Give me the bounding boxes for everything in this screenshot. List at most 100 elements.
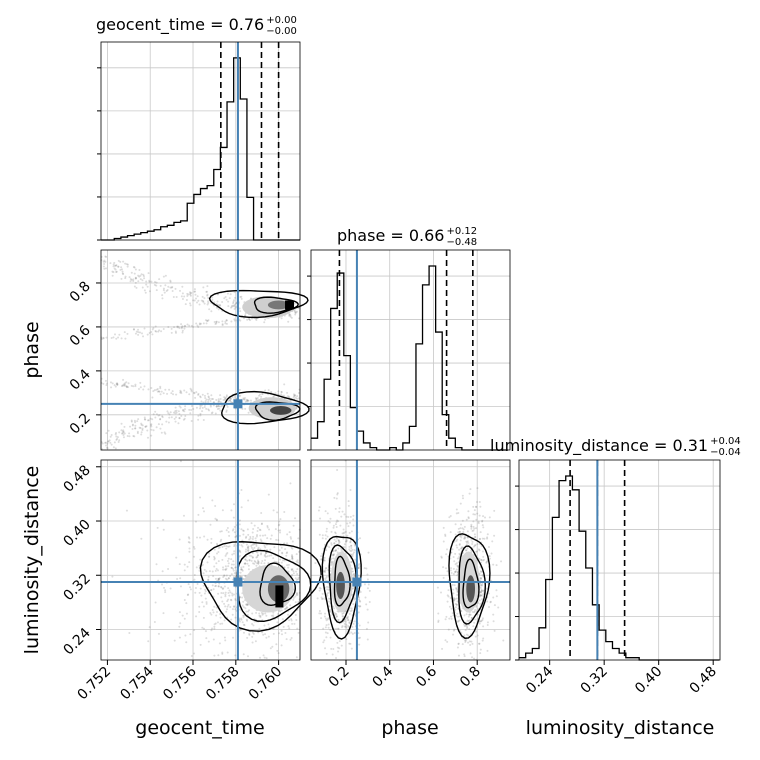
sample-point <box>140 423 143 426</box>
sample-point <box>189 294 192 297</box>
sample-point <box>242 600 245 603</box>
sample-point <box>332 550 335 553</box>
sample-point <box>221 320 224 323</box>
sample-point <box>456 600 459 603</box>
sample-point <box>204 319 207 322</box>
sample-point <box>295 656 298 659</box>
sample-point <box>460 523 463 526</box>
sample-point <box>334 549 337 552</box>
sample-point <box>225 319 228 322</box>
sample-point <box>294 396 297 399</box>
sample-point <box>281 559 284 562</box>
sample-point <box>225 409 228 412</box>
sample-point <box>467 619 470 622</box>
sample-point <box>480 584 483 587</box>
sample-point <box>227 565 230 568</box>
sample-point <box>178 636 181 639</box>
sample-point <box>187 293 190 296</box>
sample-point <box>330 647 333 650</box>
sample-point <box>337 542 340 545</box>
sample-point <box>353 544 356 547</box>
sample-point <box>455 512 458 515</box>
sample-point <box>296 627 299 630</box>
sample-point <box>260 540 263 543</box>
sample-point <box>211 398 214 401</box>
sample-point <box>238 519 241 522</box>
sample-point <box>251 556 254 559</box>
sample-point <box>324 534 327 537</box>
sample-point <box>117 265 120 268</box>
sample-point <box>463 537 466 540</box>
sample-point <box>265 657 268 660</box>
sample-point <box>229 399 232 402</box>
sample-point <box>286 395 289 398</box>
sample-point <box>272 616 275 619</box>
sample-point <box>121 430 124 433</box>
sample-point <box>116 384 119 387</box>
sample-point <box>153 389 156 392</box>
sample-point <box>227 598 230 601</box>
sample-point <box>159 418 162 421</box>
sample-point <box>216 407 219 410</box>
sample-point <box>440 555 443 558</box>
sample-point <box>155 284 158 287</box>
sample-point <box>195 297 198 300</box>
sample-point <box>233 318 236 321</box>
sample-point <box>157 423 160 426</box>
sample-point <box>231 529 234 532</box>
sample-point <box>283 542 286 545</box>
sample-point <box>214 323 217 326</box>
sample-point <box>139 278 142 281</box>
sample-point <box>254 397 257 400</box>
sample-point <box>345 623 348 626</box>
sample-point <box>461 519 464 522</box>
sample-point <box>471 611 474 614</box>
sample-point <box>206 285 209 288</box>
sample-point <box>178 538 181 541</box>
sample-point <box>450 615 453 618</box>
sample-point <box>259 538 262 541</box>
sample-point <box>202 322 205 325</box>
sample-point <box>493 509 496 512</box>
sample-point <box>326 594 329 597</box>
sample-point <box>194 396 197 399</box>
sample-point <box>208 552 211 555</box>
sample-point <box>169 286 172 289</box>
sample-point <box>253 524 256 527</box>
sample-point <box>280 629 283 632</box>
sample-point <box>212 401 215 404</box>
sample-point <box>175 411 178 414</box>
sample-point <box>481 617 484 620</box>
sample-point <box>239 596 242 599</box>
sample-point <box>270 390 273 393</box>
sample-point <box>464 624 467 627</box>
sample-point <box>189 387 192 390</box>
sample-point <box>366 573 369 576</box>
sample-point <box>229 598 232 601</box>
sample-point <box>188 393 191 396</box>
sample-point <box>298 550 301 553</box>
sample-point <box>169 411 172 414</box>
sample-point <box>217 579 220 582</box>
sample-point <box>120 266 123 269</box>
sample-point <box>159 284 162 287</box>
sample-point <box>143 418 146 421</box>
sample-point <box>291 622 294 625</box>
sample-point <box>134 332 137 335</box>
sample-point <box>124 262 127 265</box>
sample-point <box>226 651 229 654</box>
sample-point <box>150 330 153 333</box>
sample-point <box>367 583 370 586</box>
sample-point <box>187 583 190 586</box>
sample-point <box>230 573 233 576</box>
sample-point <box>255 397 258 400</box>
sample-point <box>348 612 351 615</box>
sample-point <box>449 531 452 534</box>
sample-point <box>277 612 280 615</box>
sample-point <box>116 436 119 439</box>
sample-point <box>113 264 116 267</box>
sample-point <box>350 550 353 553</box>
sample-point <box>278 523 281 526</box>
sample-point <box>260 552 263 555</box>
sample-point <box>481 520 484 523</box>
